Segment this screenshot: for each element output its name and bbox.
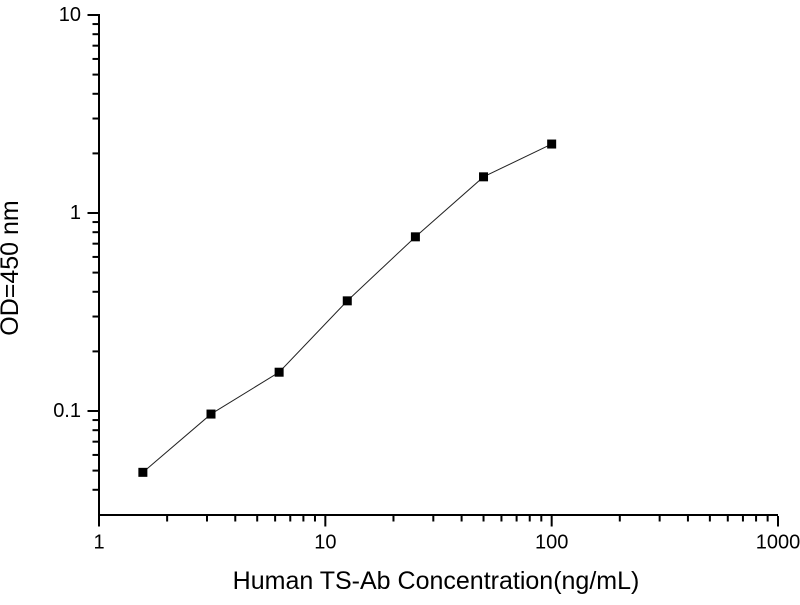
svg-text:1: 1	[93, 532, 104, 554]
svg-text:10: 10	[59, 4, 81, 26]
svg-text:Human TS-Ab Concentration(ng/m: Human TS-Ab Concentration(ng/mL)	[233, 567, 640, 595]
svg-text:100: 100	[535, 532, 568, 554]
svg-text:1000: 1000	[756, 532, 800, 554]
svg-text:OD=450 nm: OD=450 nm	[0, 200, 24, 336]
svg-text:10: 10	[314, 532, 336, 554]
svg-text:0.1: 0.1	[53, 400, 81, 422]
svg-text:1: 1	[70, 202, 81, 224]
